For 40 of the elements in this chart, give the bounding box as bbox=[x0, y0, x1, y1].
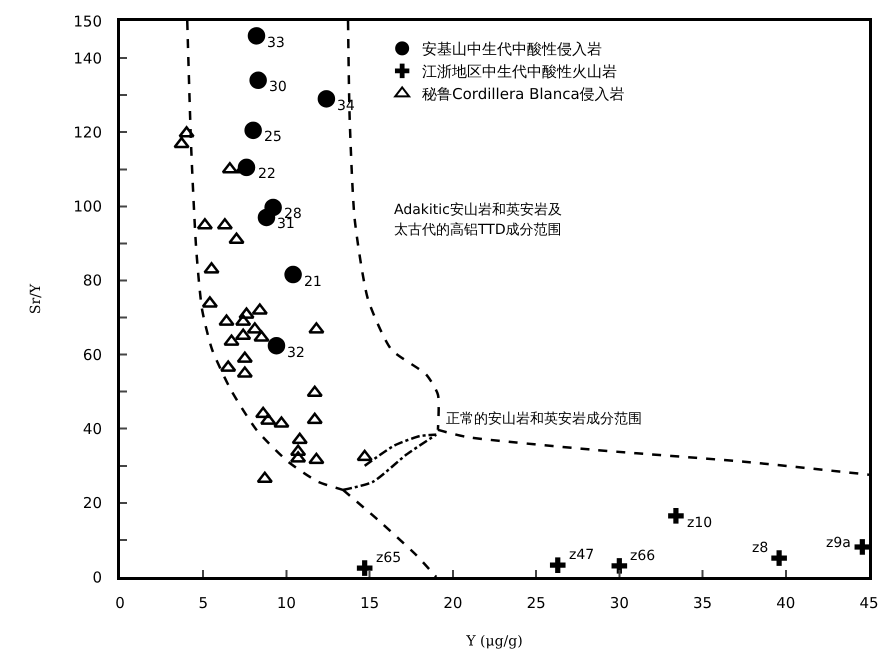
annotation: z47 bbox=[569, 547, 594, 563]
x-tick-label: 25 bbox=[526, 594, 546, 612]
y-tick-label: 150 bbox=[73, 12, 102, 30]
legend-label: 安基山中生代中酸性侵入岩 bbox=[422, 40, 602, 58]
annotation: 22 bbox=[258, 166, 276, 182]
legend-label: 江浙地区中生代中酸性火山岩 bbox=[422, 62, 618, 81]
y-tick-label: 80 bbox=[82, 272, 102, 290]
annotation: z9a bbox=[826, 535, 851, 551]
annotation: 21 bbox=[304, 274, 322, 290]
annotation: Adakitic安山岩和英安岩及 bbox=[394, 202, 562, 218]
x-tick-label: 5 bbox=[198, 594, 208, 612]
x-tick-label: 45 bbox=[859, 594, 879, 612]
annotation: 太古代的高铝TTD成分范围 bbox=[394, 222, 562, 238]
x-axis-title: Y (μg/g) bbox=[465, 633, 523, 650]
x-tick-label: 35 bbox=[693, 594, 712, 612]
y-tick-label: 140 bbox=[73, 49, 102, 68]
y-axis-title: Sr/Y bbox=[28, 283, 44, 314]
annotation: 30 bbox=[269, 79, 287, 95]
y-tick-label: 100 bbox=[73, 198, 102, 216]
annotation: 32 bbox=[287, 345, 305, 361]
x-tick-label: 30 bbox=[610, 594, 629, 612]
y-tick-label: 40 bbox=[82, 420, 102, 438]
x-tick-label: 20 bbox=[443, 594, 462, 612]
x-tick-label: 15 bbox=[360, 594, 380, 612]
annotation: z8 bbox=[752, 540, 768, 556]
y-tick-label: 20 bbox=[82, 494, 102, 512]
y-tick-label: 0 bbox=[92, 568, 102, 586]
y-tick-label: 120 bbox=[73, 123, 102, 142]
x-tick-label: 40 bbox=[776, 594, 796, 612]
annotation: z10 bbox=[687, 515, 712, 531]
annotation: 33 bbox=[267, 35, 285, 51]
annotation: 25 bbox=[264, 129, 282, 145]
annotation: z65 bbox=[376, 550, 402, 566]
annotation: z66 bbox=[630, 548, 656, 564]
x-tick-label: 0 bbox=[115, 594, 125, 612]
x-tick-label: 10 bbox=[276, 594, 296, 612]
annotation: 34 bbox=[337, 98, 355, 114]
legend-label: 秘鲁Cordillera Blanca侵入岩 bbox=[422, 85, 625, 104]
y-tick-label: 60 bbox=[82, 346, 102, 364]
annotation: 正常的安山岩和英安岩成分范围 bbox=[446, 411, 642, 427]
